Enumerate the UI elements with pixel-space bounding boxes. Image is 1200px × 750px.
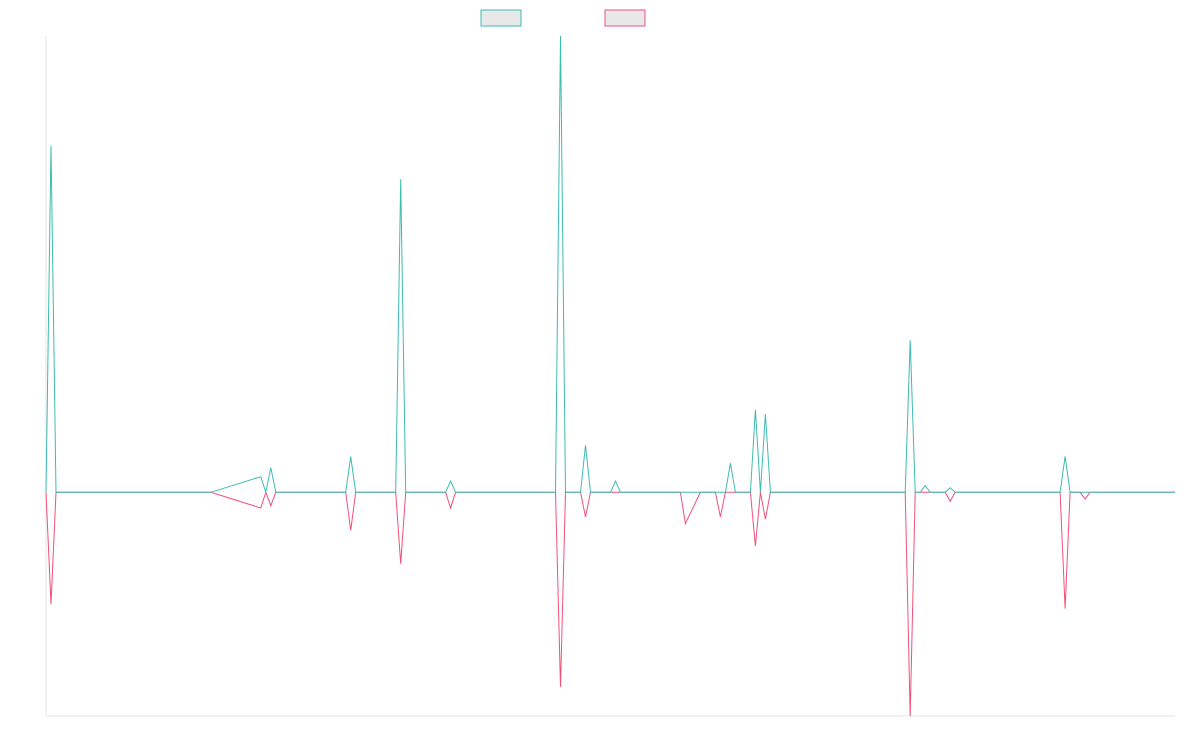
legend xyxy=(480,9,646,27)
legend-swatch-series-2[interactable] xyxy=(604,9,646,27)
plot-area xyxy=(45,35,1175,717)
legend-swatch-series-1[interactable] xyxy=(480,9,522,27)
series-2-line[interactable] xyxy=(45,490,1175,717)
series-1-line[interactable] xyxy=(45,35,1175,495)
